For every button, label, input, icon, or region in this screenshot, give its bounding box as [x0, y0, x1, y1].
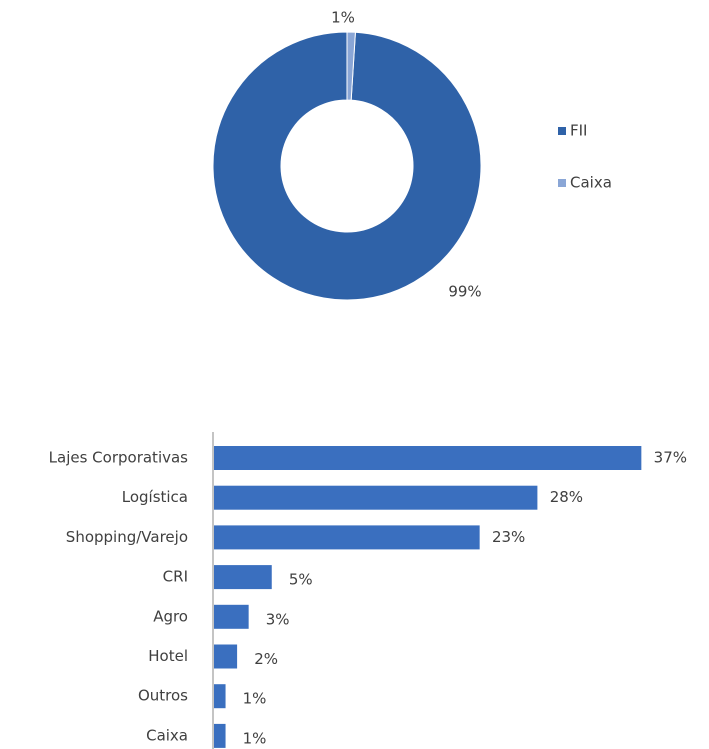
legend-swatch: [558, 179, 566, 187]
donut-slice: [212, 31, 482, 301]
data-label: 99%: [448, 283, 481, 301]
data-label: 1%: [243, 729, 267, 747]
data-label: 2%: [254, 650, 278, 668]
data-label: 3%: [266, 610, 290, 628]
category-label: Lajes Corporativas: [49, 449, 189, 467]
bar: [214, 565, 272, 590]
category-label: Outros: [138, 687, 188, 705]
legend-label: FII: [570, 122, 587, 140]
category-label: Shopping/Varejo: [66, 528, 188, 546]
category-label: CRI: [163, 568, 188, 586]
legend-swatch: [558, 127, 566, 135]
data-label: 37%: [654, 449, 687, 467]
data-label: 5%: [289, 571, 313, 589]
bar: [214, 644, 238, 669]
legend-label: Caixa: [570, 174, 612, 192]
bar: [214, 684, 226, 709]
donut-slice: [346, 31, 356, 101]
category-label: Hotel: [148, 647, 188, 665]
category-label: Caixa: [146, 726, 188, 744]
category-label: Agro: [153, 607, 188, 625]
bar: [214, 604, 249, 629]
data-label: 1%: [243, 690, 267, 708]
data-label: 28%: [550, 488, 583, 506]
data-label: 1%: [331, 9, 355, 27]
bar: [214, 446, 642, 470]
bar: [214, 485, 538, 510]
data-label: 23%: [492, 528, 525, 546]
bar: [214, 525, 480, 550]
category-label: Logística: [122, 488, 188, 506]
bar: [214, 723, 226, 748]
